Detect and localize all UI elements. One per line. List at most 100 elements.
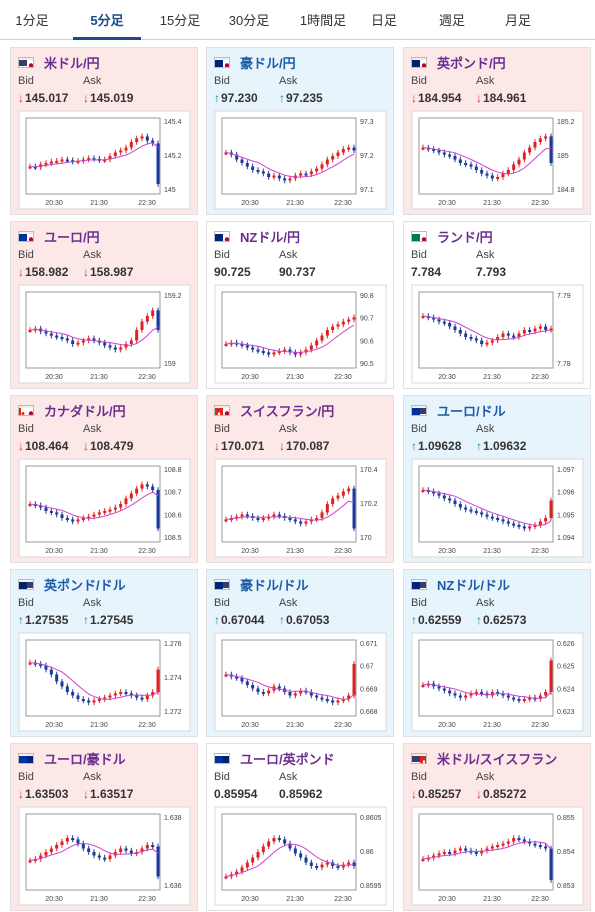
za-jp-flag-icon [411, 231, 427, 242]
tab-3[interactable]: 30分足 [228, 13, 270, 28]
candle-body [224, 519, 228, 522]
candle-body [28, 860, 32, 863]
pair-name[interactable]: 豪ドル/円 [240, 56, 296, 71]
rate-card[interactable]: NZドル/ドル Bid Ask ↑0.62559 ↑0.62573 0.626 0.625 0… [403, 569, 591, 737]
pair-name[interactable]: ユーロ/ドル [437, 404, 506, 419]
candle-body [251, 685, 255, 689]
candle-body [512, 164, 516, 170]
candle-body [522, 152, 526, 160]
y-tick-label: 1.636 [164, 883, 182, 890]
pair-name[interactable]: NZドル/円 [240, 230, 300, 245]
candle-body [251, 166, 255, 170]
candle-body [331, 326, 335, 330]
moving-average-line [422, 147, 552, 175]
pair-name[interactable]: スイスフラン/円 [240, 404, 335, 419]
gb-jp-flag-icon [411, 57, 427, 68]
candle-body [549, 500, 553, 518]
candle-body [256, 170, 260, 172]
candle-body [92, 158, 96, 161]
candle-body [145, 484, 149, 487]
candle-body [528, 697, 532, 700]
ask-value: ↑97.235 [279, 91, 323, 105]
pair-name[interactable]: ランド/円 [437, 230, 493, 245]
rate-card[interactable]: ユーロ/円 Bid Ask ↓158.982 ↓158.987 159.2 159 20:30… [10, 221, 198, 389]
candle-body [44, 665, 48, 670]
tab-6[interactable]: 週足 [438, 13, 465, 28]
up-arrow-icon: ↑ [279, 613, 285, 627]
bid-value: ↓170.071 [214, 439, 265, 453]
y-tick-label: 0.625 [557, 664, 575, 671]
pair-name[interactable]: 米ドル/スイスフラン [437, 752, 558, 767]
candle-body [442, 152, 446, 155]
tab-2[interactable]: 15分足 [159, 13, 201, 28]
candle-body [245, 514, 249, 517]
tab-1[interactable]: 5分足 [73, 0, 141, 40]
pair-name[interactable]: ユーロ/英ポンド [240, 752, 335, 767]
rate-card[interactable]: 豪ドル/円 Bid Ask ↑97.230 ↑97.235 97.3 97.2 97.1 20:… [206, 47, 394, 215]
candle-body [538, 845, 542, 847]
pair-name[interactable]: 英ポンド/円 [437, 56, 506, 71]
candle-body [272, 175, 276, 178]
candle-body [496, 177, 500, 179]
candle-body [103, 511, 107, 513]
candle-body [71, 838, 75, 840]
y-tick-label: 1.095 [557, 512, 575, 519]
rate-card[interactable]: カナダドル/円 Bid Ask ↓108.464 ↓108.479 108.8 108.7 1… [10, 395, 198, 563]
rate-card[interactable]: NZドル/円 Bid Ask 90.725 90.737 90.8 90.7 90.6 90.5… [206, 221, 394, 389]
chart-frame [411, 284, 584, 384]
rate-card[interactable]: 米ドル/スイスフラン Bid Ask ↓0.85257 ↓0.85272 0.855 0.8… [403, 743, 591, 911]
candle-body [490, 340, 494, 343]
candle-body [517, 525, 521, 527]
candle-body [517, 699, 521, 701]
y-tick-label: 185 [557, 153, 569, 160]
candle-body [544, 692, 548, 696]
rate-card[interactable]: 英ポンド/ドル Bid Ask ↑1.27535 ↑1.27545 1.276 1.274 1… [10, 569, 198, 737]
chart-frame [214, 632, 387, 732]
rate-card[interactable]: 米ドル/円 Bid Ask ↓145.017 ↓145.019 145.4 145.2 145… [10, 47, 198, 215]
rate-card[interactable]: 豪ドル/ドル Bid Ask ↑0.67044 ↑0.67053 0.671 0.67 0.6… [206, 569, 394, 737]
x-tick-label: 21:30 [90, 896, 108, 903]
pair-name[interactable]: カナダドル/円 [44, 404, 126, 419]
pair-name[interactable]: 米ドル/円 [44, 56, 100, 71]
rate-card[interactable]: ユーロ/ドル Bid Ask ↑1.09628 ↑1.09632 1.097 1.096 1.… [403, 395, 591, 563]
candle-body [474, 338, 478, 341]
rate-card[interactable]: ユーロ/英ポンド Bid Ask 0.85954 0.85962 0.8605 0.86 0.… [206, 743, 394, 911]
bid-value: ↓108.464 [18, 439, 69, 453]
rate-card[interactable]: 英ポンド/円 Bid Ask ↓184.954 ↓184.961 185.2 185 184.… [403, 47, 591, 215]
candle-body [261, 518, 265, 520]
pair-name[interactable]: 英ポンド/ドル [44, 578, 126, 593]
candle-body [496, 337, 500, 341]
candle-body [71, 519, 75, 522]
tab-7[interactable]: 月足 [504, 13, 531, 28]
x-tick-label: 20:30 [45, 374, 63, 381]
x-tick-label: 21:30 [286, 200, 304, 207]
candle-body [245, 345, 249, 348]
candle-body [283, 839, 287, 844]
candle-body [245, 681, 249, 685]
x-tick-label: 22:30 [531, 548, 549, 555]
eu-jp-flag-icon [18, 231, 34, 242]
candle-body [267, 516, 271, 519]
plot-area [25, 465, 161, 543]
down-arrow-icon: ↓ [18, 439, 24, 453]
rate-card[interactable]: ランド/円 Bid Ask 7.784 7.793 7.79 7.78 20:30 21:30 2… [403, 221, 591, 389]
x-tick-label: 21:30 [90, 722, 108, 729]
pair-name[interactable]: ユーロ/豪ドル [44, 752, 126, 767]
pair-name[interactable]: 豪ドル/ドル [240, 578, 309, 593]
plot-area [221, 465, 357, 543]
candle-body [28, 662, 32, 665]
candlestick-chart: 0.855 0.854 0.853 20:30 21:30 22:30 [411, 806, 584, 906]
tab-0[interactable]: 1分足 [15, 13, 49, 28]
tab-5[interactable]: 日足 [370, 13, 397, 28]
candle-body [156, 669, 160, 692]
rate-card[interactable]: ユーロ/豪ドル Bid Ask ↓1.63503 ↓1.63517 1.638 1.636 2… [10, 743, 198, 911]
pair-name[interactable]: ユーロ/円 [44, 230, 100, 245]
pair-name[interactable]: NZドル/ドル [437, 578, 510, 593]
bid-value: ↑0.67044 [214, 613, 265, 627]
y-tick-label: 184.8 [557, 187, 575, 194]
candle-body [341, 491, 345, 496]
bid-value: ↑1.27535 [18, 613, 69, 627]
rate-card[interactable]: スイスフラン/円 Bid Ask ↓170.071 ↓170.087 170.4 170.2… [206, 395, 394, 563]
tab-4[interactable]: 1時間足 [299, 13, 347, 28]
candle-body [309, 345, 313, 350]
